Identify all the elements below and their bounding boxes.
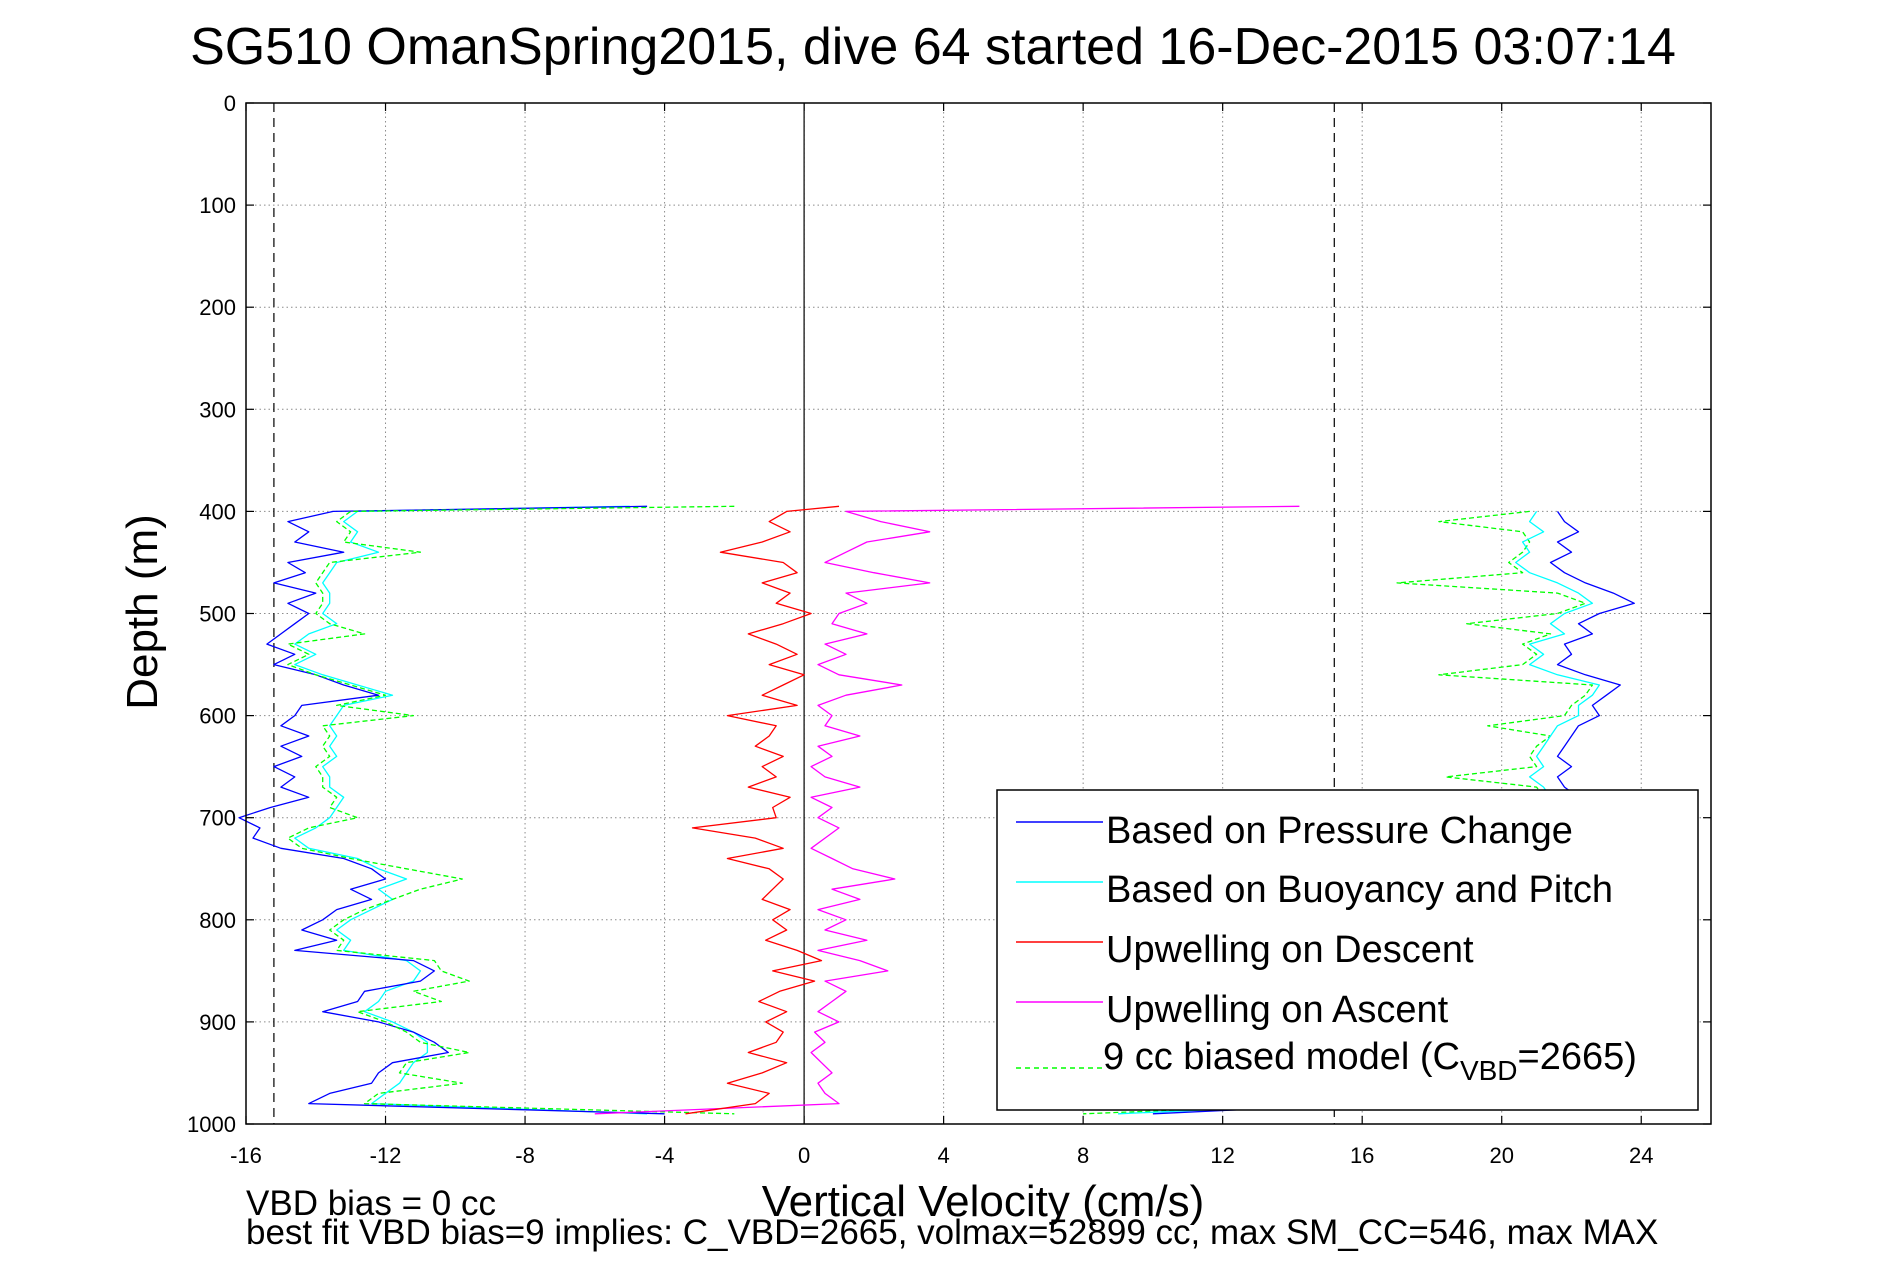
legend-label-biased-model-main: 9 cc biased model (C: [1103, 1036, 1460, 1078]
x-tick-label: 24: [1629, 1143, 1653, 1168]
x-tick-label: 0: [798, 1143, 810, 1168]
legend-label-biased-model: 9 cc biased model (CVBD=2665): [1103, 1036, 1637, 1086]
chart-title: SG510 OmanSpring2015, dive 64 started 16…: [190, 18, 1676, 76]
y-tick-label: 300: [199, 397, 236, 422]
x-tick-label: 16: [1350, 1143, 1374, 1168]
y-tick-label: 400: [199, 499, 236, 524]
legend: Based on Pressure Change Based on Buoyan…: [996, 789, 1699, 1111]
series-line-upwelling-on-descent: [685, 505, 840, 1115]
x-tick-label: 12: [1210, 1143, 1234, 1168]
legend-label-pressure-change: Based on Pressure Change: [1106, 810, 1573, 852]
x-tick-label: 8: [1077, 1143, 1089, 1168]
x-tick-label: -12: [370, 1143, 402, 1168]
x-tick-label: 20: [1489, 1143, 1513, 1168]
x-tick-label: -4: [655, 1143, 675, 1168]
series-line-upwelling-on-ascent: [594, 505, 1300, 1115]
y-axis-label: Depth (m): [118, 514, 167, 710]
x-tick-label: -16: [230, 1143, 262, 1168]
x-axis-label: Vertical Velocity (cm/s): [762, 1177, 1205, 1226]
legend-label-biased-model-end: =2665): [1518, 1036, 1637, 1078]
annotation-best-fit: best fit VBD bias=9 implies: C_VBD=2665,…: [246, 1213, 1658, 1252]
series-line-based-on-buoyancy-and-pitch: [294, 505, 648, 1115]
annotation-vbd-bias: VBD bias = 0 cc: [246, 1184, 496, 1223]
y-tick-label: 800: [199, 908, 236, 933]
series-line-based-on-pressure-change: [238, 505, 665, 1115]
y-tick-label: 700: [199, 806, 236, 831]
legend-label-upwelling-descent: Upwelling on Descent: [1106, 929, 1474, 971]
legend-label-biased-model-subscript: VBD: [1460, 1055, 1518, 1086]
x-tick-label: -8: [515, 1143, 535, 1168]
x-tick-label: 4: [937, 1143, 949, 1168]
y-tick-label: 500: [199, 602, 236, 627]
y-tick-label: 600: [199, 704, 236, 729]
tick-layer: -16 -12 -8 -4 0 4 8 12 16 20 24 0 100 200 300 400 500 600…: [187, 91, 1711, 1168]
y-tick-label: 0: [224, 91, 236, 116]
y-tick-label: 900: [199, 1010, 236, 1035]
legend-label-upwelling-ascent: Upwelling on Ascent: [1106, 989, 1449, 1031]
legend-box: [996, 789, 1699, 1111]
y-tick-label: 100: [199, 193, 236, 218]
y-tick-label: 1000: [187, 1112, 236, 1137]
legend-label-buoyancy-pitch: Based on Buoyancy and Pitch: [1106, 869, 1613, 911]
y-tick-label: 200: [199, 295, 236, 320]
plot-frame: [245, 102, 1712, 1125]
